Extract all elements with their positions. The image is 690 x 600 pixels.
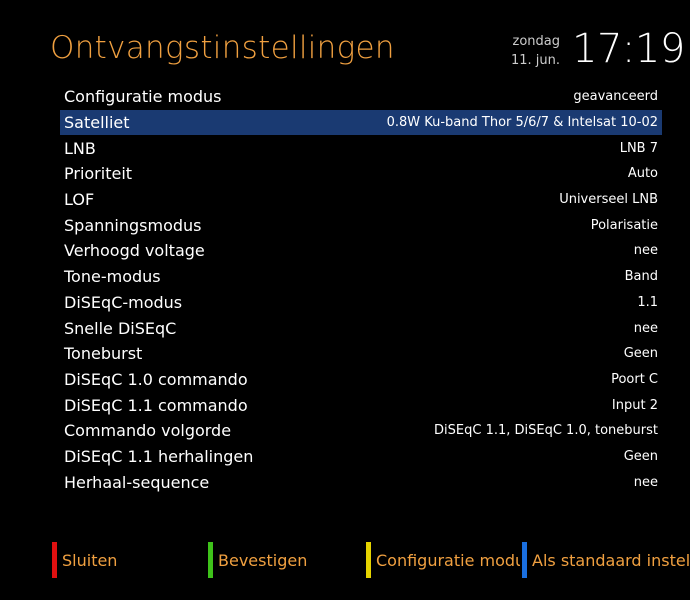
setting-label: DiSEqC 1.0 commando — [64, 369, 248, 389]
blue-button[interactable]: Als standaard instellen — [522, 542, 690, 578]
setting-value: 1.1 — [637, 294, 658, 310]
setting-label: DiSEqC 1.1 commando — [64, 395, 248, 415]
color-button-bar: Sluiten Bevestigen Configuratie modus Al… — [52, 542, 690, 578]
setting-value: Band — [624, 269, 658, 285]
setting-row[interactable]: DiSEqC 1.1 herhalingen Geen — [60, 444, 662, 470]
setting-row[interactable]: DiSEqC 1.1 commando Input 2 — [60, 392, 662, 418]
setting-row[interactable]: LNB LNB 7 — [60, 135, 662, 161]
blue-key-indicator — [522, 542, 527, 578]
setting-row[interactable]: Snelle DiSEqC nee — [60, 315, 662, 341]
date-label: 11. jun. — [510, 53, 560, 68]
settings-list: Configuratie modus geavanceerd Satelliet 0.… — [60, 84, 662, 495]
setting-value: Polarisatie — [590, 217, 658, 233]
setting-row[interactable]: Configuratie modus geavanceerd — [60, 84, 662, 110]
setting-row[interactable]: Toneburst Geen — [60, 341, 662, 367]
setting-value: Auto — [627, 166, 658, 182]
setting-value: 0.8W Ku-band Thor 5/6/7 & Intelsat 10-02 — [386, 115, 658, 131]
setting-value: nee — [633, 320, 658, 336]
clock: 17:19 — [572, 26, 685, 72]
setting-value: nee — [633, 474, 658, 490]
setting-row[interactable]: Spanningsmodus Polarisatie — [60, 212, 662, 238]
setting-label: Tone-modus — [64, 267, 161, 287]
setting-value: Geen — [623, 346, 658, 362]
setting-label: Satelliet — [64, 113, 130, 133]
setting-row[interactable]: Prioriteit Auto — [60, 161, 662, 187]
setting-label: Configuratie modus — [64, 87, 222, 107]
blue-button-label: Als standaard instellen — [532, 550, 690, 570]
green-button[interactable]: Bevestigen — [208, 542, 360, 578]
red-button[interactable]: Sluiten — [52, 542, 202, 578]
setting-label: Verhoogd voltage — [64, 241, 205, 261]
setting-row[interactable]: Verhoogd voltage nee — [60, 238, 662, 264]
setting-label: Commando volgorde — [64, 421, 232, 441]
setting-label: DiSEqC 1.1 herhalingen — [64, 446, 254, 466]
yellow-key-indicator — [366, 542, 371, 578]
green-button-label: Bevestigen — [218, 550, 308, 570]
setting-label: LNB — [64, 138, 96, 158]
setting-row[interactable]: DiSEqC 1.0 commando Poort C — [60, 367, 662, 393]
setting-value: Input 2 — [611, 397, 658, 413]
setting-row[interactable]: Tone-modus Band — [60, 264, 662, 290]
setting-value: LNB 7 — [619, 140, 658, 156]
page-title: Ontvangstinstellingen — [50, 30, 395, 66]
setting-label: Herhaal-sequence — [64, 472, 210, 492]
green-key-indicator — [208, 542, 213, 578]
setting-row[interactable]: Commando volgorde DiSEqC 1.1, DiSEqC 1.0,… — [60, 418, 662, 444]
setting-row[interactable]: Herhaal-sequence nee — [60, 469, 662, 495]
red-key-indicator — [52, 542, 57, 578]
yellow-button[interactable]: Configuratie modus — [366, 542, 520, 578]
setting-value: nee — [633, 243, 658, 259]
red-button-label: Sluiten — [62, 550, 118, 570]
setting-row[interactable]: Satelliet 0.8W Ku-band Thor 5/6/7 & Intel… — [60, 109, 662, 136]
setting-value: Poort C — [611, 371, 658, 387]
setting-row[interactable]: DiSEqC-modus 1.1 — [60, 290, 662, 316]
setting-value: DiSEqC 1.1, DiSEqC 1.0, toneburst — [434, 423, 658, 439]
yellow-button-label: Configuratie modus — [376, 550, 520, 570]
setting-label: DiSEqC-modus — [64, 292, 183, 312]
date-display: zondag 11. jun. — [460, 32, 560, 70]
setting-label: Snelle DiSEqC — [64, 318, 177, 338]
setting-label: Prioriteit — [64, 164, 133, 184]
setting-label: Toneburst — [64, 344, 143, 364]
setting-value: Geen — [623, 448, 658, 464]
setting-value: geavanceerd — [573, 89, 658, 105]
day-label: zondag — [512, 34, 561, 49]
setting-value: Universeel LNB — [559, 192, 658, 208]
setting-row[interactable]: LOF Universeel LNB — [60, 187, 662, 213]
setting-label: Spanningsmodus — [64, 215, 202, 235]
setting-label: LOF — [64, 190, 95, 210]
